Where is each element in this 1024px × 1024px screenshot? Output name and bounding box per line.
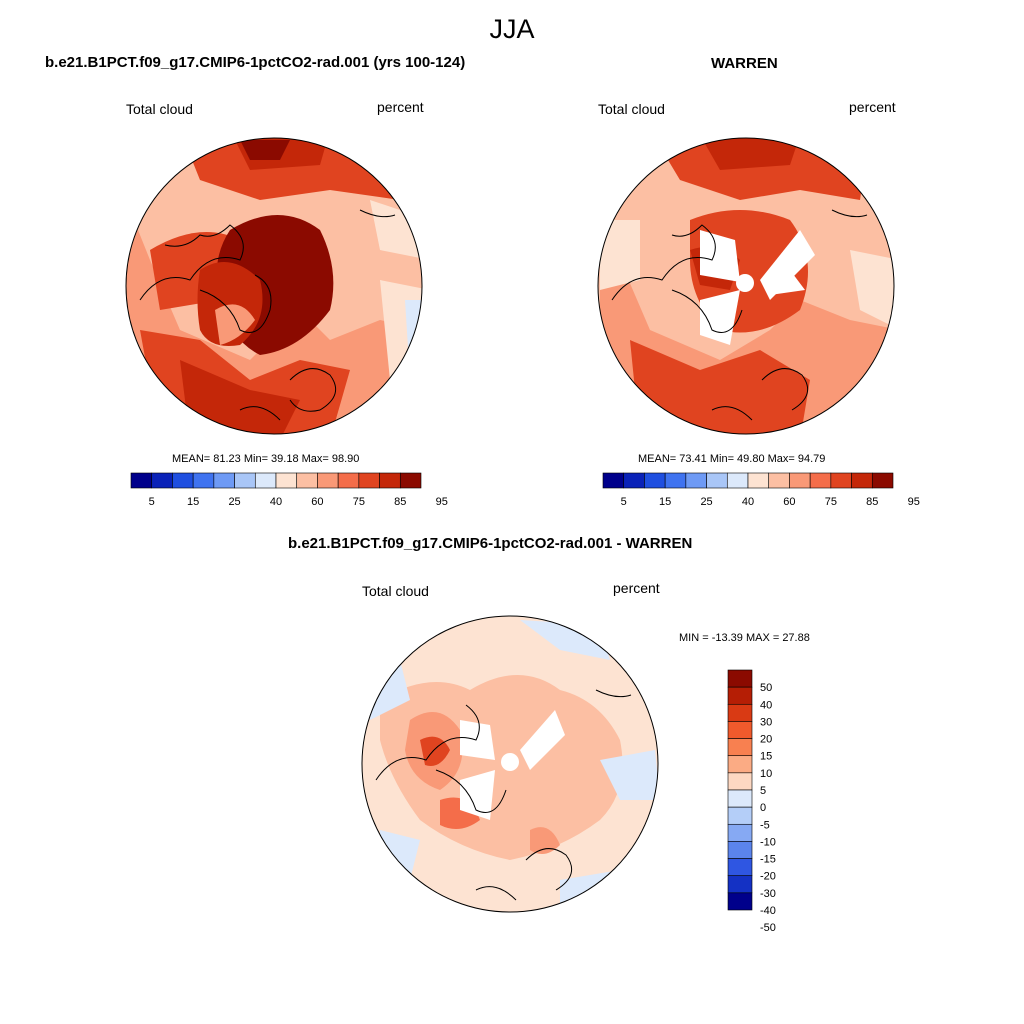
colorbar-box: [399, 472, 422, 489]
colorbar-box: [727, 669, 753, 688]
colorbar-box: [871, 472, 894, 489]
panel-2-variable: Total cloud: [598, 101, 665, 117]
colorbar-box: [234, 472, 256, 489]
colorbar-box: [727, 755, 753, 774]
colorbar-box: [706, 472, 728, 489]
panel-2-title: WARREN: [711, 55, 778, 72]
colorbar-tick-label: 5: [621, 496, 627, 508]
colorbar-tick-label: -20: [760, 871, 776, 883]
colorbar-tick-label: 30: [760, 716, 772, 728]
colorbar-box: [727, 841, 753, 859]
colorbar-box: [275, 472, 298, 489]
colorbar-tick-label: 0: [760, 802, 766, 814]
colorbar-box: [768, 472, 790, 489]
colorbar-tick-label: 15: [659, 496, 671, 508]
figure-title: JJA: [489, 14, 535, 44]
colorbar-box: [358, 472, 380, 489]
colorbar-tick-label: -30: [760, 888, 776, 900]
panel-1-units: percent: [377, 99, 424, 115]
panel-3-title: b.e21.B1PCT.f09_g17.CMIP6-1pctCO2-rad.00…: [288, 535, 693, 552]
colorbar-box: [727, 875, 753, 894]
colorbar-tick-label: 50: [760, 682, 772, 694]
panel-3-map: [362, 616, 658, 912]
colorbar-box: [130, 472, 153, 489]
colorbar-tick-label: 25: [700, 496, 712, 508]
colorbar-box: [830, 472, 852, 489]
colorbar-tick-label: 40: [742, 496, 754, 508]
colorbar-box: [296, 472, 318, 489]
panel-1-stats: MEAN= 81.23 Min= 39.18 Max= 98.90: [172, 453, 360, 465]
colorbar-box: [727, 703, 753, 722]
colorbar-box: [726, 472, 749, 489]
panel-2-units: percent: [849, 99, 896, 115]
colorbar-box: [727, 806, 753, 825]
colorbar-box: [254, 472, 277, 489]
panel-1-title: b.e21.B1PCT.f09_g17.CMIP6-1pctCO2-rad.00…: [45, 54, 466, 71]
colorbar-box: [213, 472, 235, 489]
colorbar-box: [809, 472, 832, 489]
panel-3-units: percent: [613, 580, 660, 596]
panel-1-colorbar: 5 15 25 40 60 75 85 95: [130, 472, 448, 508]
colorbar-box: [337, 472, 360, 489]
colorbar-box: [644, 472, 666, 489]
panel-2-stats: MEAN= 73.41 Min= 49.80 Max= 94.79: [638, 453, 826, 465]
colorbar-box: [727, 738, 753, 757]
colorbar-tick-label: 85: [866, 496, 878, 508]
colorbar-box: [789, 472, 811, 489]
colorbar-box: [727, 823, 753, 842]
colorbar-box: [664, 472, 687, 489]
colorbar-box: [192, 472, 215, 489]
colorbar-tick-label: -5: [760, 819, 770, 831]
colorbar-tick-label: 5: [149, 496, 155, 508]
colorbar-box: [727, 789, 753, 808]
colorbar-box: [727, 721, 753, 739]
colorbar-tick-label: 5: [760, 785, 766, 797]
panel-1-map: [126, 138, 422, 434]
panel-2-colorbar: 5 15 25 40 60 75 85 95: [602, 472, 920, 508]
colorbar-tick-label: -10: [760, 836, 776, 848]
colorbar-tick-label: 95: [908, 496, 920, 508]
colorbar-box: [172, 472, 194, 489]
colorbar-tick-label: 40: [270, 496, 282, 508]
panel-2-map: [598, 138, 894, 434]
colorbar-box: [727, 686, 753, 705]
panel-3-variable: Total cloud: [362, 583, 429, 599]
colorbar-box: [727, 858, 753, 877]
colorbar-tick-label: 40: [760, 699, 772, 711]
colorbar-tick-label: 60: [311, 496, 323, 508]
colorbar-tick-label: 75: [353, 496, 365, 508]
colorbar-box: [623, 472, 645, 489]
colorbar-tick-label: 75: [825, 496, 837, 508]
colorbar-tick-label: -50: [760, 922, 776, 934]
panel-3-stats: MIN = -13.39 MAX = 27.88: [679, 632, 810, 644]
colorbar-tick-label: 15: [187, 496, 199, 508]
colorbar-tick-label: 60: [783, 496, 795, 508]
colorbar-box: [602, 472, 625, 489]
colorbar-box: [685, 472, 707, 489]
colorbar-tick-label: 10: [760, 768, 772, 780]
colorbar-box: [317, 472, 339, 489]
colorbar-box: [151, 472, 173, 489]
colorbar-box: [747, 472, 770, 489]
colorbar-box: [379, 472, 401, 489]
colorbar-tick-label: -15: [760, 854, 776, 866]
colorbar-tick-label: -40: [760, 905, 776, 917]
colorbar-box: [727, 772, 753, 791]
colorbar-tick-label: 15: [760, 751, 772, 763]
panel-1-variable: Total cloud: [126, 101, 193, 117]
colorbar-tick-label: 20: [760, 734, 772, 746]
colorbar-tick-label: 25: [228, 496, 240, 508]
colorbar-tick-label: 85: [394, 496, 406, 508]
colorbar-tick-label: 95: [436, 496, 448, 508]
colorbar-box: [727, 892, 753, 911]
colorbar-box: [851, 472, 873, 489]
